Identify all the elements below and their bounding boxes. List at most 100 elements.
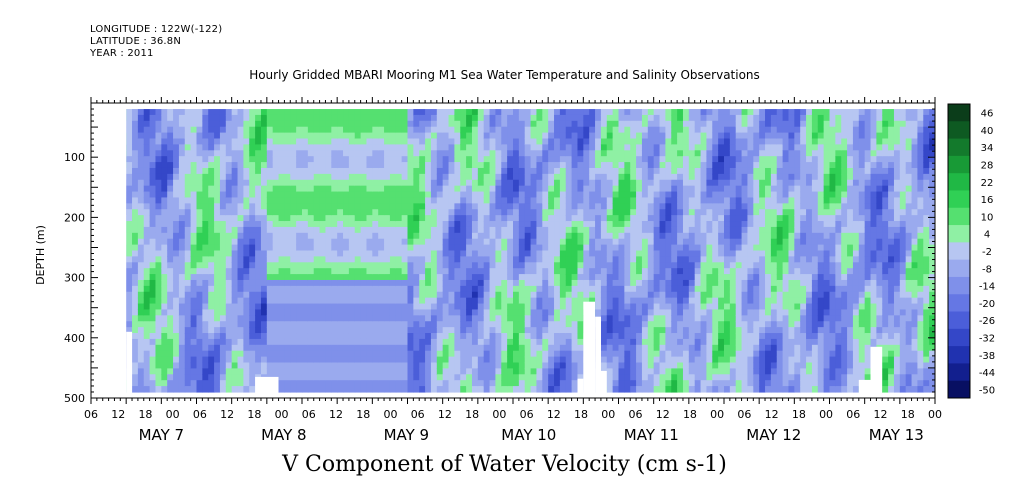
heatmap-cell — [507, 380, 514, 387]
heatmap-cell — [688, 350, 696, 358]
heatmap-cell — [272, 327, 280, 334]
heatmap-cell — [653, 309, 661, 316]
heatmap-cell — [307, 191, 315, 199]
heatmap-cell — [178, 132, 186, 140]
heatmap-cell — [554, 321, 561, 328]
heatmap-cell — [155, 138, 162, 145]
heatmap-cell — [565, 226, 573, 234]
heatmap-cell — [430, 138, 438, 145]
heatmap-cell — [378, 191, 385, 199]
heatmap-cell — [565, 167, 573, 175]
heatmap-cell — [395, 338, 403, 346]
heatmap-cell — [255, 250, 262, 257]
heatmap-cell — [524, 297, 532, 305]
heatmap-cell — [577, 368, 584, 375]
heatmap-cell — [202, 167, 209, 175]
heatmap-cell — [319, 374, 327, 381]
heatmap-cell — [378, 291, 385, 299]
heatmap-cell — [489, 238, 497, 246]
heatmap-cell — [630, 386, 637, 393]
heatmap-cell — [225, 327, 233, 334]
heatmap-cell — [425, 232, 432, 240]
heatmap-cell — [178, 144, 186, 151]
heatmap-cell — [542, 197, 549, 204]
heatmap-cell — [489, 250, 497, 257]
heatmap-cell — [343, 209, 350, 216]
heatmap-cell — [354, 209, 362, 216]
heatmap-cell — [214, 268, 221, 275]
heatmap-cell — [454, 285, 461, 293]
heatmap-cell — [143, 232, 151, 240]
heatmap-cell — [278, 215, 286, 222]
heatmap-cell — [630, 150, 637, 157]
heatmap-cell — [630, 268, 637, 275]
heatmap-cell — [126, 132, 133, 140]
heatmap-cell — [214, 226, 221, 234]
heatmap-cell — [618, 279, 625, 287]
heatmap-cell — [143, 173, 151, 181]
heatmap-cell — [372, 144, 379, 151]
heatmap-cell — [489, 321, 497, 328]
heatmap-cell — [302, 344, 309, 352]
heatmap-cell — [460, 232, 467, 240]
heatmap-cell — [366, 156, 373, 163]
heatmap-cell — [319, 209, 327, 216]
heatmap-cell — [395, 215, 403, 222]
heatmap-cell — [378, 374, 385, 381]
heatmap-cell — [143, 279, 151, 287]
heatmap-cell — [554, 109, 561, 116]
heatmap-cell — [430, 144, 438, 151]
heatmap-cell — [214, 327, 221, 334]
heatmap-cell — [372, 232, 379, 240]
heatmap-cell — [272, 150, 280, 157]
heatmap-cell — [419, 350, 426, 358]
heatmap-cell — [307, 144, 315, 151]
heatmap-cell — [653, 380, 661, 387]
heatmap-cell — [442, 150, 450, 157]
heatmap-cell — [630, 162, 637, 169]
heatmap-cell — [214, 191, 221, 199]
heatmap-cell — [618, 162, 625, 169]
heatmap-cell — [249, 262, 256, 269]
heatmap-cell — [507, 268, 514, 275]
heatmap-cell — [384, 380, 391, 387]
heatmap-cell — [155, 368, 162, 375]
heatmap-cell — [208, 226, 215, 234]
heatmap-cell — [389, 197, 397, 204]
heatmap-cell — [343, 150, 350, 157]
heatmap-cell — [260, 279, 268, 287]
heatmap-cell — [442, 291, 450, 299]
heatmap-cell — [641, 173, 649, 181]
heatmap-cell — [466, 167, 473, 175]
heatmap-cell — [319, 285, 327, 293]
heatmap-cell — [302, 291, 309, 299]
heatmap-cell — [278, 221, 286, 228]
heatmap-cell — [290, 279, 297, 287]
heatmap-cell — [302, 285, 309, 293]
heatmap-cell — [249, 256, 256, 263]
heatmap-cell — [395, 109, 403, 116]
heatmap-cell — [395, 191, 403, 199]
heatmap-cell — [290, 262, 297, 269]
heatmap-cell — [694, 120, 702, 128]
heatmap-cell — [442, 209, 450, 216]
heatmap-cell — [524, 197, 532, 204]
heatmap-cell — [548, 232, 555, 240]
heatmap-cell — [337, 338, 344, 346]
heatmap-cell — [313, 321, 321, 328]
heatmap-cell — [682, 309, 690, 316]
heatmap-cell — [167, 362, 174, 369]
heatmap-cell — [659, 327, 666, 334]
heatmap-cell — [559, 268, 567, 275]
heatmap-cell — [325, 315, 332, 322]
heatmap-cell — [296, 114, 303, 122]
heatmap-cell — [524, 327, 532, 334]
heatmap-cell — [137, 321, 145, 328]
heatmap-cell — [372, 356, 379, 364]
heatmap-cell — [325, 344, 332, 352]
heatmap-cell — [313, 132, 321, 140]
heatmap-cell — [208, 250, 215, 257]
heatmap-cell — [612, 162, 620, 169]
heatmap-cell — [272, 167, 280, 175]
heatmap-cell — [612, 209, 620, 216]
